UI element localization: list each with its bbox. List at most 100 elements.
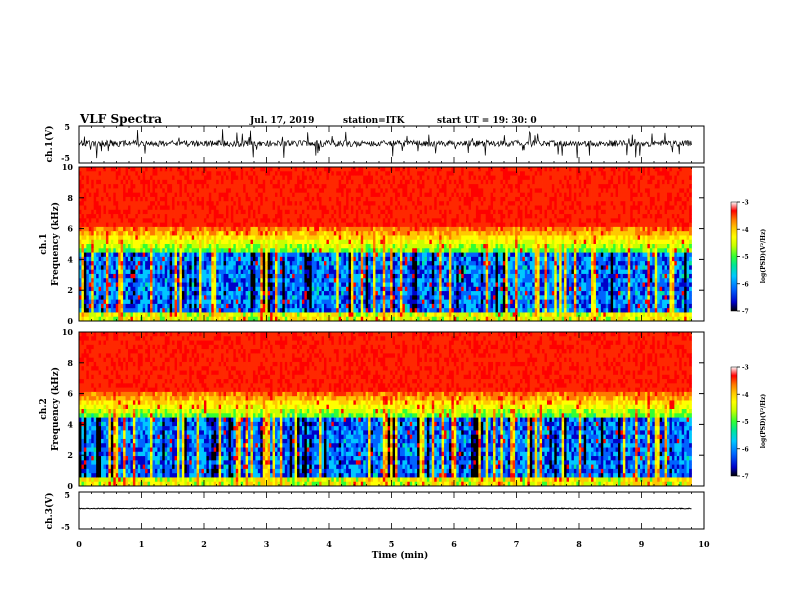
ch1-spec-cell	[248, 209, 251, 215]
ch1-spec-cell	[79, 209, 82, 215]
ch1-spec-cell	[174, 231, 178, 236]
ch1-spec-cell	[260, 291, 264, 296]
ch1-spec-cell	[216, 295, 220, 301]
ch1-spec-cell	[230, 209, 234, 215]
ch1-spec-cell	[260, 205, 264, 211]
ch1-spec-cell	[321, 205, 325, 211]
ch1-spec-cell	[184, 316, 188, 322]
ch1-spec-cell	[245, 261, 249, 266]
ch1-spec-cell	[326, 231, 330, 236]
ch1-spec-cell	[350, 312, 354, 318]
ch1-spec-cell	[245, 244, 249, 249]
ch1-spec-cell	[228, 184, 232, 189]
ch1-spec-cell	[377, 248, 381, 253]
ch1-spec-cell	[248, 222, 251, 228]
ch1-spec-cell	[370, 273, 374, 279]
ch1-spec-cell	[326, 226, 330, 232]
ch1-spec-cell	[137, 196, 141, 202]
ch1-spec-cell	[297, 265, 300, 271]
ch1-spec-cell	[355, 303, 359, 309]
ch1-spec-cell	[336, 231, 340, 236]
ch1-spec-cell	[299, 244, 303, 249]
ch1-spec-cell	[277, 167, 281, 172]
ch1-spec-cell	[167, 316, 171, 322]
ch1-spec-cell	[159, 308, 163, 313]
ch1-spec-cell	[228, 282, 232, 288]
ch1-spec-cell	[324, 308, 327, 313]
ch1-spec-cell	[201, 303, 205, 309]
ch1-spec-cell	[368, 256, 371, 262]
ch1-spec-cell	[181, 252, 185, 258]
ch1-spec-cell	[103, 188, 107, 194]
ch1-spec-cell	[179, 291, 183, 296]
ch1-spec-cell	[380, 231, 384, 236]
ch1-spec-cell	[159, 209, 163, 215]
ch1-spec-cell	[309, 261, 313, 266]
ch1-spec-cell	[377, 286, 381, 292]
ch1-spec-cell	[402, 256, 406, 262]
ch1-spec-cell	[292, 273, 295, 279]
ch1-spec-cell	[196, 188, 200, 194]
ch1-spec-cell	[324, 196, 327, 202]
ch1-spec-cell	[375, 188, 379, 194]
ch1-spec-cell	[181, 256, 185, 262]
ch1-spec-cell	[216, 308, 220, 313]
ch1-spec-cell	[321, 179, 325, 185]
ch1-spec-cell	[257, 239, 261, 245]
ch1-spec-cell	[262, 261, 266, 266]
ch1-spec-cell	[172, 196, 175, 202]
ch1-spec-cell	[262, 167, 266, 172]
ch1-spec-cell	[208, 256, 212, 262]
ch1-spec-cell	[216, 209, 220, 215]
ch1-spec-cell	[211, 312, 215, 318]
ch1-spec-cell	[399, 295, 403, 301]
ch1-spec-cell	[235, 291, 239, 296]
ch1-spec-cell	[324, 312, 327, 318]
ch1-spec-cell	[272, 175, 276, 181]
ch1-spec-cell	[275, 214, 278, 219]
ch1-spec-cell	[392, 226, 396, 232]
ch1-spec-cell	[292, 269, 295, 275]
ch1-spec-cell	[331, 196, 335, 202]
ch1-spec-cell	[235, 188, 239, 194]
ch1-spec-cell	[135, 226, 139, 232]
ch1-spec-cell	[301, 201, 305, 206]
ch1-spec-cell	[375, 167, 379, 172]
ch1-spec-cell	[382, 282, 386, 288]
ch1-spec-cell	[272, 316, 276, 322]
ch1-spec-cell	[159, 167, 163, 172]
ch1-spec-cell	[159, 299, 163, 305]
ch1-spec-cell	[123, 265, 126, 271]
ch1-spec-cell	[135, 235, 139, 241]
ch1-spec-cell	[223, 218, 227, 224]
ch1-spec-cell	[103, 244, 107, 249]
ch1-spec-cell	[174, 261, 178, 266]
ch1-spec-cell	[250, 231, 254, 236]
ch1-spec-cell	[113, 295, 117, 301]
ch1-spec-cell	[402, 248, 406, 253]
ch1-spec-cell	[140, 244, 144, 249]
ch1-spec-cell	[230, 291, 234, 296]
ch1-spec-cell	[218, 192, 222, 198]
ch1-spec-cell	[314, 269, 318, 275]
ch1-spec-cell	[125, 184, 129, 189]
ch1-spec-cell	[235, 179, 239, 185]
ch1-spec-cell	[373, 278, 376, 283]
ch1-spec-cell	[189, 303, 193, 309]
ch1-spec-cell	[365, 312, 369, 318]
ch1-spec-cell	[184, 209, 188, 215]
ch1-spec-cell	[292, 239, 295, 245]
ch1-spec-cell	[309, 222, 313, 228]
ch1-spec-cell	[404, 291, 408, 296]
ch1-spec-cell	[120, 303, 124, 309]
ch1-spec-cell	[130, 184, 134, 189]
ch1-spec-cell	[250, 278, 254, 283]
ch1-spec-cell	[130, 239, 134, 245]
ch1-spec-cell	[172, 231, 175, 236]
ch1-spec-cell	[199, 222, 202, 228]
ch1-spec-cell	[213, 269, 217, 275]
ch1-spec-cell	[365, 226, 369, 232]
ch1-spec-cell	[211, 222, 215, 228]
ch1-spec-cell	[177, 265, 180, 271]
ch1-spec-cell	[103, 282, 107, 288]
